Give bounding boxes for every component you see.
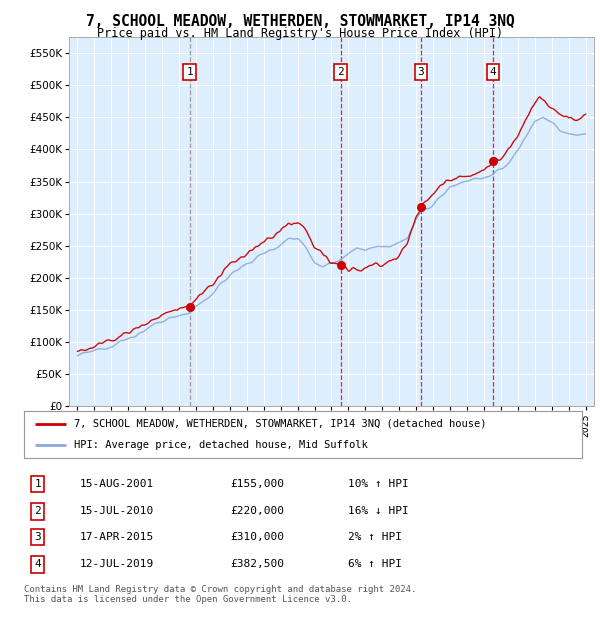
Text: £220,000: £220,000 (230, 507, 284, 516)
Text: 7, SCHOOL MEADOW, WETHERDEN, STOWMARKET, IP14 3NQ: 7, SCHOOL MEADOW, WETHERDEN, STOWMARKET,… (86, 14, 514, 29)
Text: 4: 4 (35, 559, 41, 569)
Text: HPI: Average price, detached house, Mid Suffolk: HPI: Average price, detached house, Mid … (74, 440, 368, 450)
Text: 4: 4 (490, 67, 496, 78)
Text: 10% ↑ HPI: 10% ↑ HPI (347, 479, 409, 489)
Text: 15-JUL-2010: 15-JUL-2010 (80, 507, 154, 516)
Text: 3: 3 (35, 533, 41, 542)
Text: 7, SCHOOL MEADOW, WETHERDEN, STOWMARKET, IP14 3NQ (detached house): 7, SCHOOL MEADOW, WETHERDEN, STOWMARKET,… (74, 418, 487, 428)
Text: Price paid vs. HM Land Registry's House Price Index (HPI): Price paid vs. HM Land Registry's House … (97, 27, 503, 40)
Text: 3: 3 (418, 67, 424, 78)
Text: 2: 2 (35, 507, 41, 516)
Text: 17-APR-2015: 17-APR-2015 (80, 533, 154, 542)
Text: £155,000: £155,000 (230, 479, 284, 489)
Text: 1: 1 (186, 67, 193, 78)
Text: Contains HM Land Registry data © Crown copyright and database right 2024.
This d: Contains HM Land Registry data © Crown c… (24, 585, 416, 604)
Text: £382,500: £382,500 (230, 559, 284, 569)
Text: 2% ↑ HPI: 2% ↑ HPI (347, 533, 401, 542)
Text: 16% ↓ HPI: 16% ↓ HPI (347, 507, 409, 516)
Text: 1: 1 (35, 479, 41, 489)
Text: 6% ↑ HPI: 6% ↑ HPI (347, 559, 401, 569)
Text: 2: 2 (337, 67, 344, 78)
Text: £310,000: £310,000 (230, 533, 284, 542)
Text: 12-JUL-2019: 12-JUL-2019 (80, 559, 154, 569)
Text: 15-AUG-2001: 15-AUG-2001 (80, 479, 154, 489)
